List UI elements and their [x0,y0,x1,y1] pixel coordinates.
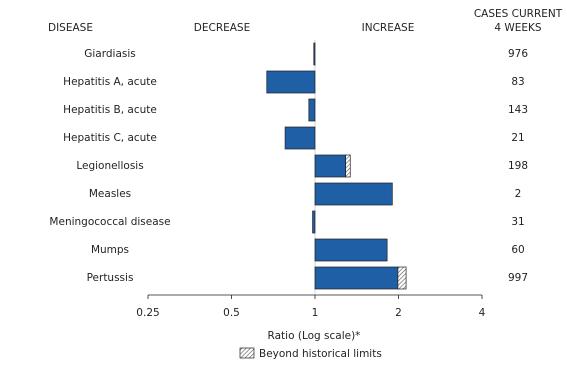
disease-label: Measles [89,188,131,200]
cases-value: 31 [511,216,524,228]
disease-label: Mumps [91,244,129,256]
bar [284,126,316,150]
cases-value: 976 [508,48,528,60]
x-tick-label: 1 [312,307,319,319]
bar [314,182,393,206]
bar [266,70,316,94]
disease-label: Hepatitis B, acute [63,104,157,116]
cases-value: 21 [511,132,524,144]
disease-label: Giardiasis [84,48,136,60]
x-axis-label: Ratio (Log scale)* [268,330,361,342]
cases-value: 60 [511,244,524,256]
legend-label: Beyond historical limits [259,348,382,360]
disease-header: DISEASE [48,22,93,34]
decrease-header: DECREASE [194,22,250,34]
disease-label: Legionellosis [76,160,143,172]
bar [312,210,316,234]
cases-value: 997 [508,272,528,284]
disease-label: Hepatitis A, acute [63,76,157,88]
bar [314,266,399,290]
cases-value: 198 [508,160,528,172]
legend-swatch [239,347,255,359]
x-tick-label: 4 [479,307,486,319]
cases-value: 2 [515,188,522,200]
x-tick-label: 0.25 [136,307,159,319]
bar-beyond-limits [397,266,407,290]
bar [314,238,388,262]
disease-label: Meningococcal disease [49,216,170,228]
bar-beyond-limits [345,154,351,178]
bar [313,42,316,66]
cases-value: 83 [511,76,524,88]
disease-label: Hepatitis C, acute [63,132,157,144]
cases-value: 143 [508,104,528,116]
x-tick-label: 2 [395,307,402,319]
increase-header: INCREASE [362,22,415,34]
disease-label: Pertussis [87,272,134,284]
cases-header: CASES CURRENT [474,8,563,20]
bar [308,98,316,122]
cases-header: 4 WEEKS [494,22,542,34]
bar [314,154,347,178]
x-tick-label: 0.5 [223,307,240,319]
